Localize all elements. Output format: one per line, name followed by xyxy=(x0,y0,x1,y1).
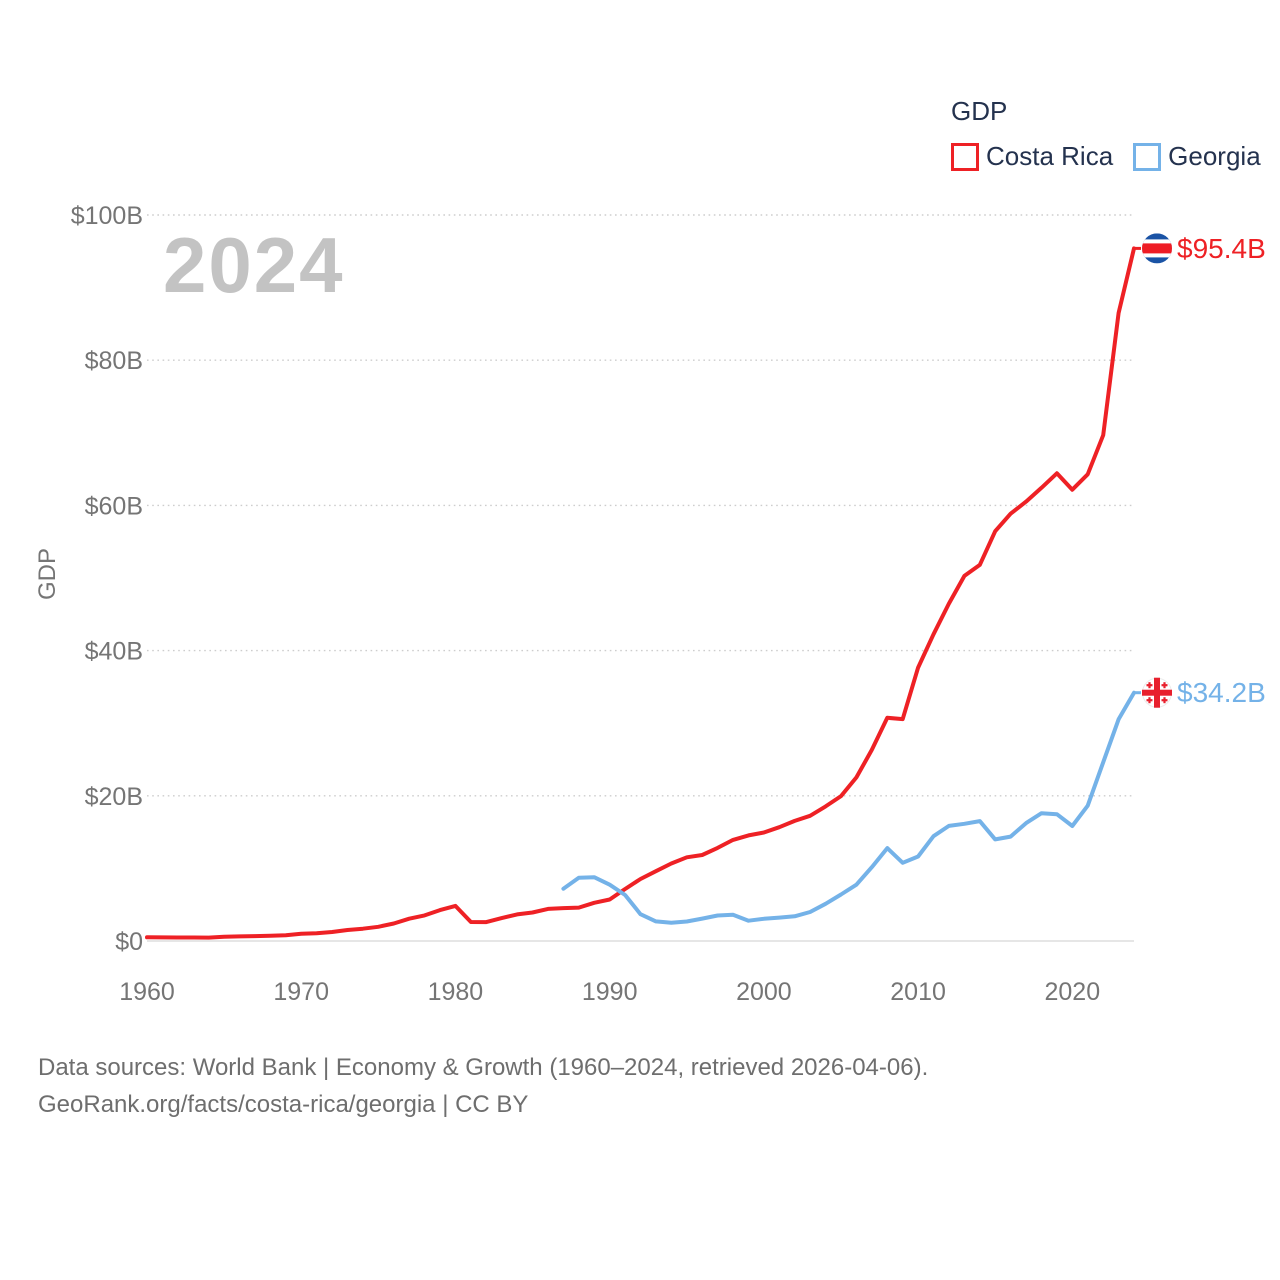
legend-item-costa-rica[interactable]: Costa Rica xyxy=(951,141,1113,172)
x-axis-tick-labels: 1960 1970 1980 1990 2000 2010 2020 xyxy=(119,978,1100,1006)
chart-legend: GDP Costa Rica Georgia xyxy=(951,96,1261,172)
legend-item-georgia[interactable]: Georgia xyxy=(1133,141,1261,172)
footer: Data sources: World Bank | Economy & Gro… xyxy=(38,1049,928,1123)
georgia-swatch-icon xyxy=(1133,142,1162,171)
series-line-costa-rica[interactable] xyxy=(145,246,1136,940)
georgia-flag-icon xyxy=(1142,677,1172,708)
end-value-label-georgia: $34.2B xyxy=(1177,677,1266,708)
series-line-georgia[interactable] xyxy=(561,690,1136,925)
costa-rica-flag-icon xyxy=(1142,233,1172,264)
legend-label-georgia: Georgia xyxy=(1168,141,1261,171)
y-tick-label: $100B xyxy=(71,202,143,230)
series-end-markers: $95.4B $34.2B xyxy=(1134,233,1266,708)
x-tick-label: 1970 xyxy=(273,978,329,1006)
y-tick-label: $60B xyxy=(85,492,143,520)
y-tick-label: $0 xyxy=(115,928,143,956)
chart-series xyxy=(145,246,1136,940)
x-tick-label: 2020 xyxy=(1044,978,1100,1006)
costa-rica-swatch-icon xyxy=(951,142,979,171)
legend-label-costa-rica: Costa Rica xyxy=(986,141,1114,171)
y-axis-tick-labels: $0 $20B $40B $60B $80B $100B xyxy=(71,202,143,956)
x-tick-label: 1980 xyxy=(428,978,484,1006)
legend-items: Costa Rica Georgia xyxy=(951,141,1261,172)
x-tick-label: 2000 xyxy=(736,978,792,1006)
footer-attribution-line: GeoRank.org/facts/costa-rica/georgia | C… xyxy=(38,1091,529,1118)
x-tick-label: 2010 xyxy=(890,978,946,1006)
x-tick-label: 1990 xyxy=(582,978,638,1006)
y-tick-label: $80B xyxy=(85,347,143,375)
gridlines xyxy=(147,214,1134,942)
end-value-label-costa-rica: $95.4B xyxy=(1177,233,1266,264)
y-axis-title: GDP xyxy=(34,548,61,601)
legend-title: GDP xyxy=(951,96,1008,126)
y-tick-label: $20B xyxy=(85,783,143,811)
footer-sources-line: Data sources: World Bank | Economy & Gro… xyxy=(38,1054,929,1081)
x-tick-label: 1960 xyxy=(119,978,175,1006)
y-tick-label: $40B xyxy=(85,638,143,666)
year-watermark: 2024 xyxy=(163,221,345,309)
